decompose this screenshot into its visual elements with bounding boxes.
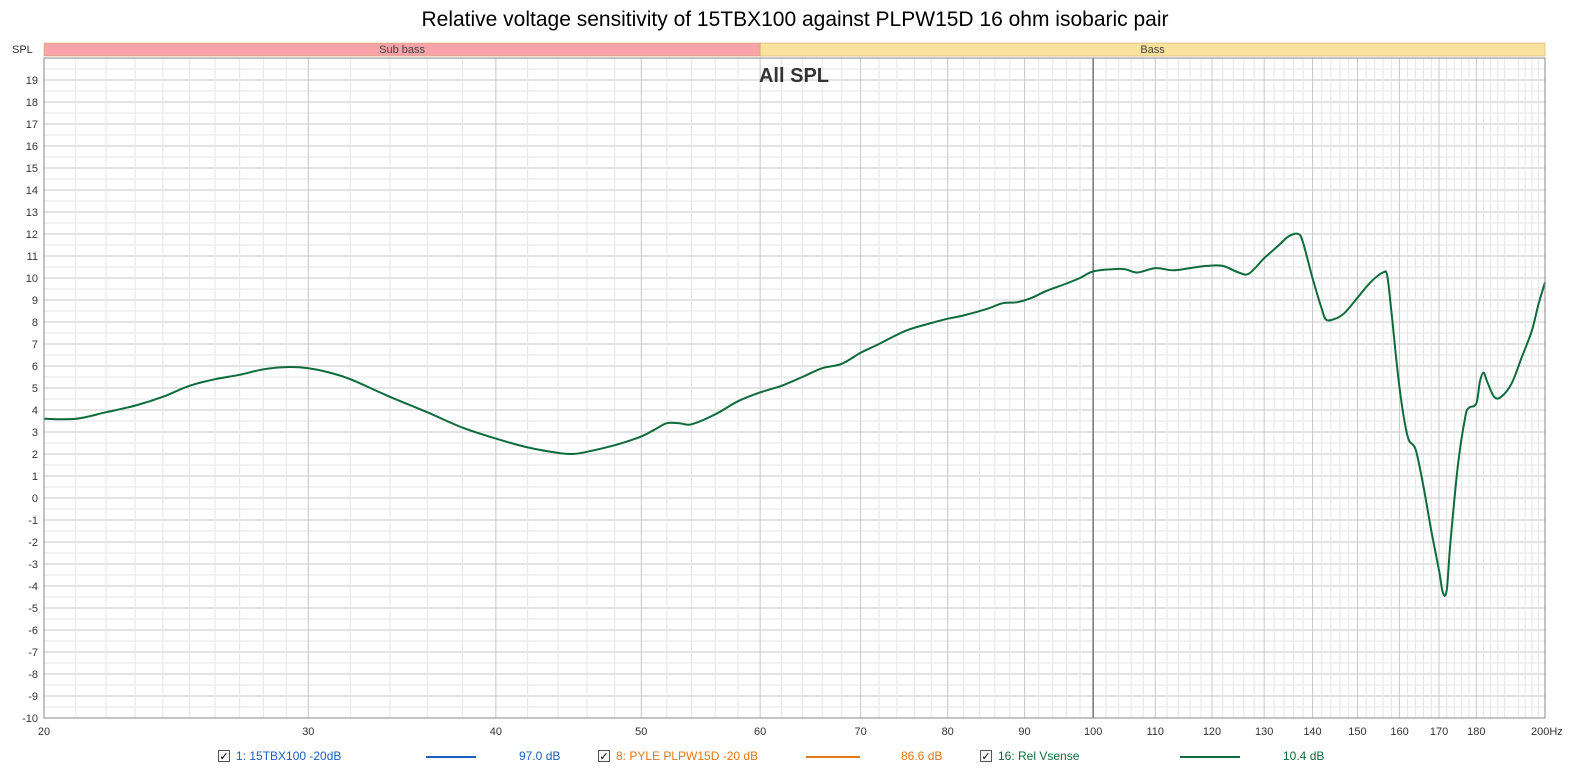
y-tick-label: 5 (32, 383, 38, 395)
overlay-label: All SPL (759, 65, 829, 87)
x-tick-label: 80 (942, 726, 954, 738)
y-tick-label: -1 (28, 515, 38, 527)
legend-label: 1: 15TBX100 -20dB (236, 749, 342, 763)
x-tick-label: 180 (1467, 726, 1485, 738)
x-gridlines (43, 58, 1546, 718)
series-line-0 (43, 232, 1546, 597)
y-tick-label: 12 (26, 229, 38, 241)
x-tick-label: 70 (855, 726, 867, 738)
legend-item[interactable]: ✓ 1: 15TBX100 -20dB (218, 747, 341, 765)
x-tick-label: 20 (38, 726, 50, 738)
y-tick-label: 11 (27, 251, 38, 263)
x-tick-label: 110 (1147, 726, 1165, 738)
y-tick-label: -10 (22, 713, 38, 725)
y-tick-label: 0 (32, 493, 38, 505)
y-tick-label: 10 (26, 273, 38, 285)
y-tick-label: 6 (32, 361, 38, 373)
x-tick-label: 30 (302, 726, 314, 738)
x-tick-label: 150 (1348, 726, 1366, 738)
x-tick-label: 140 (1303, 726, 1321, 738)
y-tick-label: 7 (32, 339, 38, 351)
y-tick-label: 8 (32, 317, 38, 329)
y-tick-label: 1 (32, 471, 38, 483)
y-tick-label: -2 (28, 537, 38, 549)
y-tick-label: -7 (28, 647, 38, 659)
y-tick-labels: -10-9-8-7-6-5-4-3-2-10123456789101112131… (22, 75, 38, 725)
legend-checkbox[interactable]: ✓ (598, 750, 610, 763)
legend-item[interactable]: ✓ 8: PYLE PLPW15D -20 dB (598, 747, 758, 765)
legend-checkbox[interactable]: ✓ (218, 750, 230, 763)
legend-line-swatch (426, 756, 476, 758)
x-tick-label: 160 (1390, 726, 1408, 738)
y-gridlines (44, 57, 1545, 719)
y-tick-label: -3 (28, 559, 38, 571)
y-tick-label: 2 (32, 449, 38, 461)
y-tick-label: -5 (28, 603, 38, 615)
y-tick-label: -4 (28, 581, 38, 593)
x-tick-label: 130 (1255, 726, 1273, 738)
band-label-0: Sub bass (379, 44, 425, 56)
chart-title: Relative voltage sensitivity of 15TBX100… (421, 8, 1169, 31)
legend-line-swatch (806, 756, 860, 758)
curves (43, 232, 1546, 597)
x-tick-label: 40 (490, 726, 502, 738)
y-tick-label: 15 (26, 163, 38, 175)
x-tick-label: 100 (1084, 726, 1102, 738)
x-tick-label: 60 (754, 726, 766, 738)
legend-label: 8: PYLE PLPW15D -20 dB (616, 749, 759, 763)
x-tick-labels: 20 30 40 50 60 70 80 90 100 110 120 130 140 150 160 170… (38, 726, 1563, 738)
y-tick-label: -8 (28, 669, 38, 681)
y-tick-label: 17 (26, 119, 38, 131)
frequency-bands: Sub bass Bass (43, 42, 1546, 57)
legend-line-swatch (1180, 756, 1240, 758)
legend-item[interactable]: ✓ 16: Rel Vsense (980, 747, 1079, 765)
legend-value: 97.0 dB (519, 749, 561, 763)
legend-checkbox[interactable]: ✓ (980, 750, 992, 763)
y-tick-label: 9 (32, 295, 38, 307)
y-tick-label: 4 (32, 405, 38, 417)
y-tick-label: 19 (26, 75, 38, 87)
legend-value: 10.4 dB (1283, 749, 1325, 763)
y-tick-label: -6 (28, 625, 38, 637)
y-tick-label: 18 (26, 97, 38, 109)
y-tick-label: 16 (26, 141, 38, 153)
y-axis-label: SPL (12, 44, 33, 56)
y-tick-label: -9 (28, 691, 38, 703)
y-tick-label: 13 (26, 207, 38, 219)
x-tick-label: 200Hz (1531, 726, 1563, 738)
x-tick-label: 50 (635, 726, 647, 738)
band-1 (759, 42, 1546, 57)
plot-border (43, 57, 1546, 719)
y-tick-label: 14 (26, 185, 38, 197)
x-tick-label: 120 (1203, 726, 1221, 738)
legend-label: 16: Rel Vsense (998, 749, 1080, 763)
legend-value: 86.6 dB (901, 749, 943, 763)
y-tick-label: 3 (32, 427, 38, 439)
x-tick-label: 170 (1430, 726, 1448, 738)
band-label-1: Bass (1140, 44, 1165, 56)
x-tick-label: 90 (1018, 726, 1030, 738)
